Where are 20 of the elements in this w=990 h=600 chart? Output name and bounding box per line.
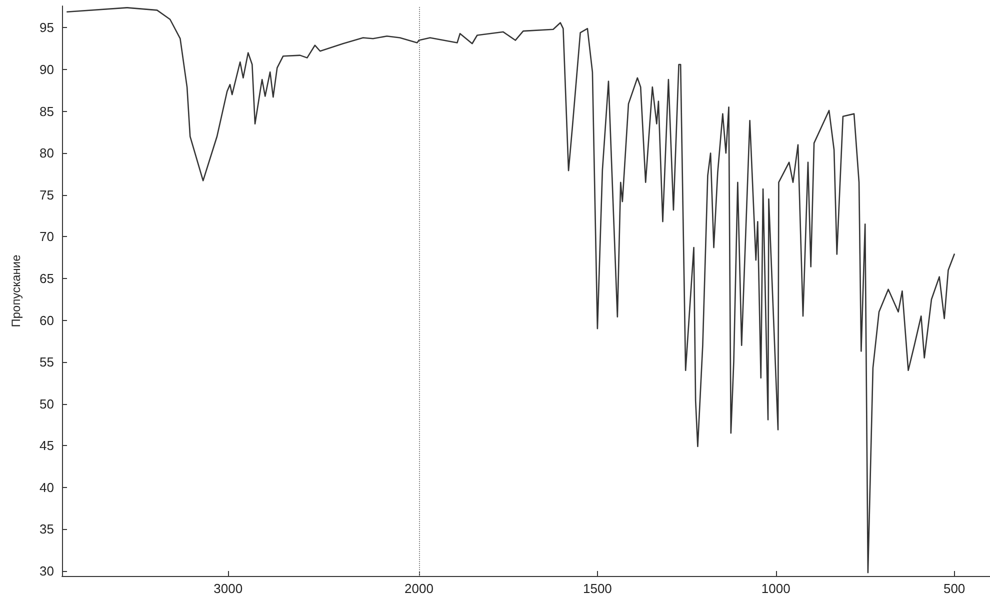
- y-tick-label: 35: [40, 522, 54, 537]
- y-tick-label: 95: [40, 20, 54, 36]
- y-tick-label: 75: [40, 187, 54, 202]
- x-tick-label: 3000: [214, 581, 243, 596]
- y-tick-label: 55: [40, 354, 54, 370]
- y-tick-label: 85: [40, 104, 54, 119]
- y-tick-label: 70: [40, 229, 54, 244]
- y-tick-label: 60: [40, 312, 54, 328]
- x-tick-label: 1500: [582, 581, 612, 596]
- x-tick-label: 500: [943, 581, 966, 596]
- y-tick-label: 90: [40, 62, 54, 78]
- y-tick-label: 50: [40, 396, 54, 412]
- x-tick-label: 2000: [404, 581, 434, 596]
- y-tick-label: 30: [40, 563, 54, 578]
- y-axis-title: Пропускание: [9, 254, 23, 328]
- y-tick-label: 40: [40, 480, 54, 495]
- y-tick-label: 80: [40, 146, 54, 161]
- y-tick-label: 45: [40, 438, 54, 454]
- x-tick-label: 1000: [761, 581, 790, 596]
- y-tick-label: 65: [40, 270, 54, 286]
